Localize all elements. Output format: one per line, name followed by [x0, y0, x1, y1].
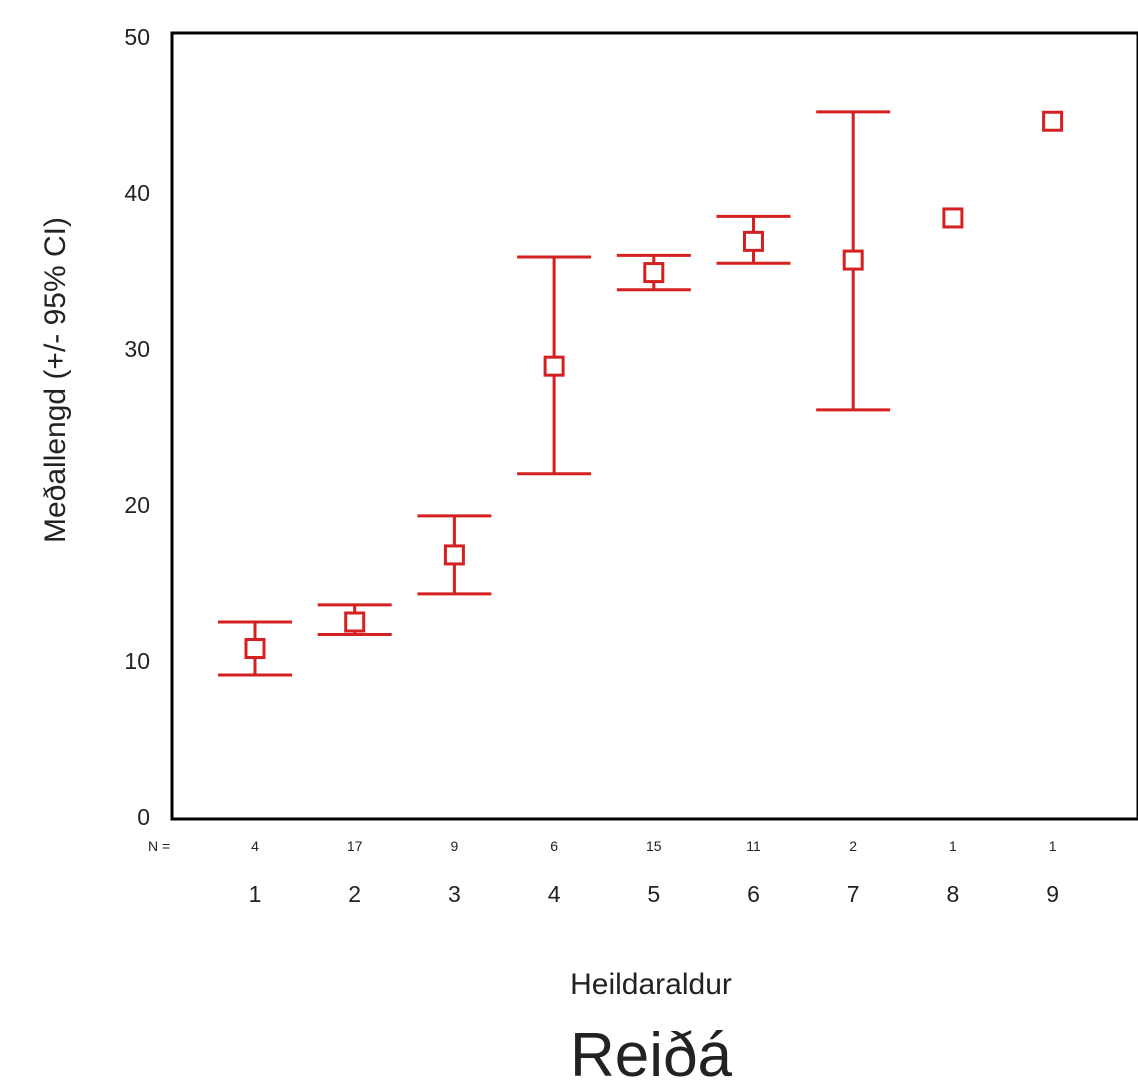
- n-count-label: 15: [646, 838, 662, 854]
- n-prefix-label: N =: [148, 838, 170, 854]
- y-tick-label: 10: [124, 648, 150, 674]
- data-marks: [218, 110, 1064, 677]
- x-tick-label: 1: [249, 881, 262, 907]
- mean-marker: [244, 638, 266, 660]
- plot-frame: [170, 31, 1138, 821]
- mean-marker: [543, 355, 565, 377]
- y-tick-label: 50: [124, 24, 150, 50]
- n-count-label: 17: [347, 838, 363, 854]
- x-tick-label: 9: [1046, 881, 1059, 907]
- x-tick-label: 5: [647, 881, 660, 907]
- n-count-label: 1: [949, 838, 957, 854]
- x-tick-label: 4: [548, 881, 561, 907]
- y-tick-label: 0: [137, 804, 150, 830]
- n-count-label: 2: [849, 838, 857, 854]
- n-count-labels: 4 17 9 6 15 11 2 1 1: [251, 838, 1057, 854]
- y-tick-label: 40: [124, 180, 150, 206]
- n-count-label: 11: [746, 838, 761, 854]
- mean-marker: [344, 611, 366, 633]
- chart-subtitle: Reiðá: [570, 1021, 733, 1081]
- y-tick-label: 30: [124, 336, 150, 362]
- mean-marker: [842, 249, 864, 271]
- y-axis-tick-labels: 0 10 20 30 40 50: [124, 24, 150, 830]
- x-tick-label: 3: [448, 881, 461, 907]
- mean-marker: [743, 230, 764, 252]
- x-tick-label: 7: [847, 881, 860, 907]
- x-axis-tick-labels: 1 2 3 4 5 6 7 8 9: [249, 881, 1059, 907]
- x-tick-label: 2: [348, 881, 361, 907]
- mean-marker: [942, 207, 964, 229]
- n-count-label: 6: [550, 838, 558, 854]
- x-axis-title: Heildaraldur: [570, 968, 732, 1001]
- mean-marker: [443, 544, 465, 566]
- mean-marker: [1042, 110, 1064, 132]
- x-tick-label: 6: [747, 881, 760, 907]
- mean-marker: [643, 262, 665, 284]
- x-tick-label: 8: [947, 881, 960, 907]
- n-count-label: 4: [251, 838, 259, 854]
- y-tick-label: 20: [124, 492, 150, 518]
- n-count-label: 9: [451, 838, 459, 854]
- n-count-label: 1: [1049, 838, 1057, 854]
- y-axis-title: Meðallengd (+/- 95% CI): [39, 217, 72, 543]
